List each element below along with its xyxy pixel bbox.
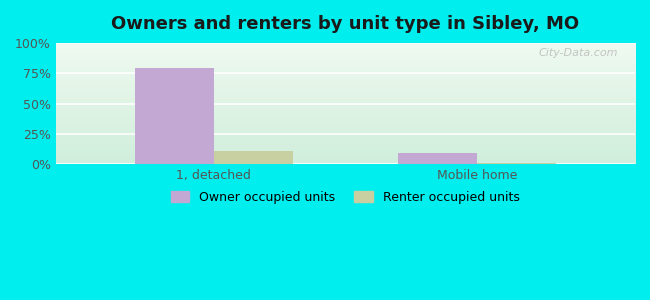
Bar <box>214 151 292 164</box>
Text: City-Data.com: City-Data.com <box>538 48 617 58</box>
Legend: Owner occupied units, Renter occupied units: Owner occupied units, Renter occupied un… <box>166 186 525 209</box>
Bar <box>398 153 477 164</box>
Bar <box>477 163 556 164</box>
Bar <box>135 68 214 164</box>
Title: Owners and renters by unit type in Sibley, MO: Owners and renters by unit type in Sible… <box>111 15 579 33</box>
